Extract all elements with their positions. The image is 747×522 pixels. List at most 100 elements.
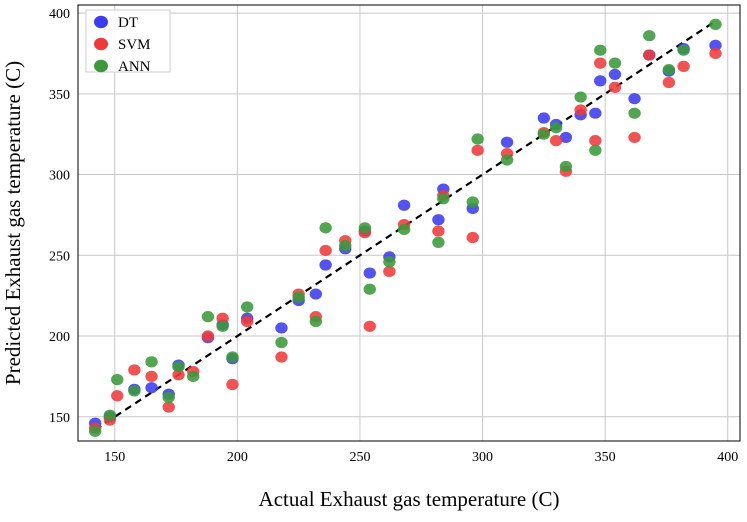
data-point-ann xyxy=(500,154,514,166)
data-point-ann xyxy=(437,193,450,205)
data-point-svm xyxy=(594,57,607,69)
data-point-ann xyxy=(432,236,445,248)
data-point-svm xyxy=(128,364,141,376)
data-point-svm xyxy=(145,370,158,383)
data-point-svm xyxy=(319,244,332,257)
data-point-ann xyxy=(88,425,102,437)
data-point-ann xyxy=(471,133,484,145)
legend-marker-ann xyxy=(94,59,108,73)
data-point-svm xyxy=(172,369,185,381)
tick-labels: 150 200 250 300 350 400 150 200 250 300 350 400 xyxy=(49,7,738,465)
data-point-dt xyxy=(319,259,332,271)
data-point-ann xyxy=(216,320,229,332)
data-point-ann xyxy=(643,30,656,42)
data-point-svm xyxy=(466,231,479,244)
data-point-svm xyxy=(201,330,215,342)
x-tick-label: 400 xyxy=(717,450,738,465)
data-point-svm xyxy=(589,135,602,147)
data-point-ann xyxy=(559,160,573,173)
data-point-ann xyxy=(339,240,352,252)
data-point-svm xyxy=(162,401,175,413)
data-point-ann xyxy=(549,122,563,134)
legend-label-ann: ANN xyxy=(118,59,151,75)
data-point-dt xyxy=(589,107,602,119)
data-point-svm xyxy=(432,225,445,237)
y-tick-label: 150 xyxy=(49,411,70,426)
data-point-dt xyxy=(500,136,514,148)
data-point-ann xyxy=(594,44,607,56)
data-point-ann xyxy=(172,361,185,373)
data-point-ann xyxy=(226,351,239,363)
data-point-dt xyxy=(594,75,607,87)
data-point-ann xyxy=(201,311,215,323)
data-point-svm xyxy=(549,135,563,147)
data-point-ann xyxy=(111,374,124,386)
data-point-ann xyxy=(319,222,332,234)
data-point-svm xyxy=(608,81,622,93)
y-tick-label: 400 xyxy=(49,7,70,22)
data-point-ann xyxy=(292,291,305,303)
data-point-dt xyxy=(628,93,641,105)
data-point-svm xyxy=(363,320,376,332)
data-point-ann xyxy=(537,128,551,140)
data-point-svm xyxy=(226,378,239,391)
data-point-svm xyxy=(240,315,254,328)
data-point-dt xyxy=(309,288,323,300)
data-point-dt xyxy=(397,199,411,211)
data-point-svm xyxy=(471,144,484,156)
grid xyxy=(78,5,740,441)
legend-marker-dt xyxy=(94,15,108,29)
data-point-ann xyxy=(628,107,641,119)
y-axis-label: Predicted Exhaust gas temperature (C) xyxy=(1,61,25,385)
data-point-ann xyxy=(309,315,323,328)
x-tick-label: 200 xyxy=(227,450,248,465)
data-points xyxy=(88,18,722,437)
legend-marker-svm xyxy=(94,37,108,51)
data-point-ann xyxy=(589,144,602,156)
data-point-svm xyxy=(275,351,288,363)
y-tick-label: 300 xyxy=(49,169,70,184)
x-tick-label: 150 xyxy=(104,450,125,465)
data-point-dt xyxy=(145,382,158,394)
data-point-ann xyxy=(397,223,411,236)
x-tick-label: 350 xyxy=(595,450,616,465)
data-point-svm xyxy=(574,104,587,116)
data-point-ann xyxy=(103,409,117,421)
legend: DT SVM ANN xyxy=(85,9,171,75)
y-tick-label: 250 xyxy=(49,249,70,264)
y-tick-label: 350 xyxy=(49,88,70,103)
x-tick-label: 250 xyxy=(349,450,370,465)
data-point-svm xyxy=(709,47,722,60)
x-axis-label: Actual Exhaust gas temperature (C) xyxy=(259,487,560,511)
data-point-dt xyxy=(559,131,573,144)
data-point-ann xyxy=(128,385,141,397)
data-point-ann xyxy=(275,336,288,349)
data-point-ann xyxy=(709,18,722,30)
data-point-ann xyxy=(608,57,622,69)
data-point-svm xyxy=(662,76,676,89)
y-tick-label: 200 xyxy=(49,330,70,345)
data-point-ann xyxy=(162,391,175,403)
data-point-dt xyxy=(363,267,376,279)
data-point-svm xyxy=(628,131,641,144)
data-point-ann xyxy=(187,370,200,383)
data-point-dt xyxy=(608,68,622,81)
data-point-dt xyxy=(275,322,288,334)
data-point-svm xyxy=(643,49,656,61)
data-point-ann xyxy=(677,44,690,56)
legend-label-dt: DT xyxy=(118,15,138,31)
data-point-ann xyxy=(363,283,376,295)
legend-label-svm: SVM xyxy=(118,37,151,53)
data-point-dt xyxy=(432,214,445,226)
data-point-dt xyxy=(537,112,551,124)
data-point-ann xyxy=(466,196,479,208)
data-point-svm xyxy=(216,312,229,324)
data-point-svm xyxy=(111,390,124,402)
plot-frame xyxy=(77,4,741,442)
data-point-ann xyxy=(574,91,587,103)
data-point-svm xyxy=(677,60,690,72)
data-point-dt xyxy=(709,39,722,51)
data-point-ann xyxy=(662,63,676,76)
